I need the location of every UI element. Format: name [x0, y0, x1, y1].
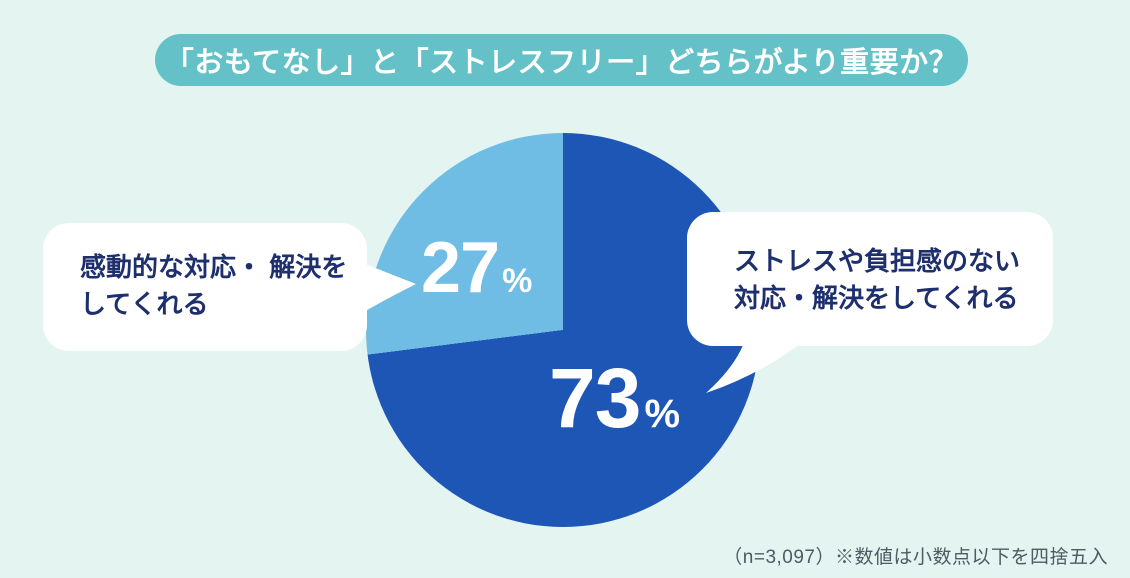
- speech-bubble-left-line2: してくれる: [80, 288, 209, 319]
- speech-bubble-left-line1: 感動的な対応・ 解決を: [80, 252, 348, 282]
- chart-title-banner: 「おもてなし」と「ストレスフリー」どちらがより重要か？: [155, 34, 968, 86]
- chart-title: 「おもてなし」と「ストレスフリー」どちらがより重要か？: [164, 47, 959, 79]
- pie-label-27-value: 27: [421, 228, 500, 308]
- speech-bubble-right-line2: 対応・解決をしてくれる: [734, 282, 1019, 313]
- pie-label-73: 73 %: [549, 356, 680, 440]
- speech-bubble-left: 感動的な対応・ 解決を してくれる: [43, 223, 367, 351]
- pie-label-73-value: 73: [549, 351, 641, 445]
- speech-bubble-right-tail: [706, 340, 805, 393]
- pie-label-73-unit: %: [644, 392, 681, 436]
- speech-bubble-right-line1: ストレスや負担感のない: [734, 246, 1021, 276]
- pie-label-27-unit: %: [502, 262, 533, 300]
- footnote: （n=3,097）※数値は小数点以下を四捨五入: [723, 547, 1108, 568]
- pie-label-27: 27 %: [421, 232, 532, 304]
- speech-bubble-right: ストレスや負担感のない 対応・解決をしてくれる: [687, 212, 1053, 346]
